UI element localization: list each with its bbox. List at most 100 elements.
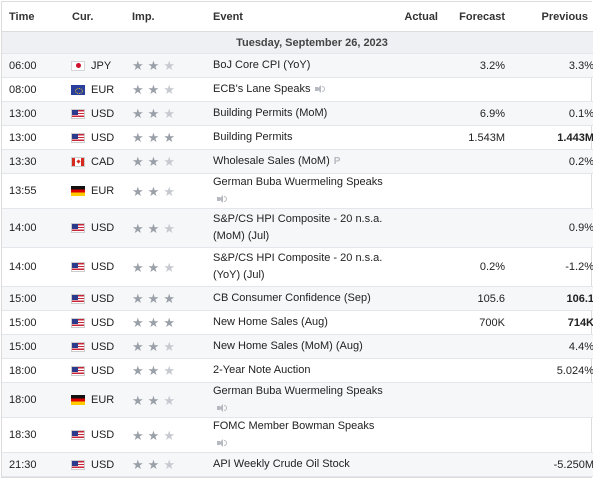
header-importance[interactable]: Imp.	[132, 2, 213, 32]
event-currency-cell: USD	[69, 125, 132, 150]
header-event[interactable]: Event	[213, 2, 387, 32]
event-name-cell[interactable]: Wholesale Sales (MoM) P	[213, 149, 387, 174]
event-importance: ★ ★ ★	[132, 452, 213, 477]
event-row[interactable]: 18:30 USD ★ ★ ★ FOMC Member Bowman Speaks	[2, 417, 593, 453]
importance-star-icon: ★	[132, 130, 144, 145]
event-name[interactable]: Wholesale Sales (MoM)	[213, 155, 330, 168]
event-row[interactable]: 21:30 USD ★ ★ ★ API Weekly Crude Oil Stock -5.…	[2, 452, 593, 477]
event-name[interactable]: 2-Year Note Auction	[213, 364, 311, 376]
header-time[interactable]: Time	[2, 2, 69, 32]
event-row[interactable]: 15:00 USD ★ ★ ★ New Home Sales (MoM) (Aug) 4.4…	[2, 334, 593, 359]
event-time: 15:00	[2, 334, 69, 359]
event-previous	[505, 77, 593, 102]
importance-star-icon: ★	[163, 154, 175, 169]
event-currency-cell: USD	[69, 452, 132, 477]
event-actual	[387, 334, 438, 359]
event-actual	[387, 417, 438, 453]
event-row[interactable]: 13:00 USD ★ ★ ★ Building Permits 1.543M 1.443M	[2, 125, 593, 150]
event-name[interactable]: German Buba Wuermeling Speaks	[213, 176, 383, 188]
event-name-cell[interactable]: Building Permits	[213, 125, 387, 150]
event-name[interactable]: ECB's Lane Speaks	[213, 83, 311, 95]
event-name[interactable]: BoJ Core CPI (YoY)	[213, 59, 311, 71]
event-actual	[387, 101, 438, 126]
importance-star-icon: ★	[147, 339, 160, 354]
event-forecast: 700K	[438, 310, 505, 335]
event-currency-cell: USD	[69, 286, 132, 311]
event-currency: EUR	[91, 83, 115, 96]
us-flag-icon	[71, 430, 85, 440]
event-row[interactable]: 14:00 USD ★ ★ ★ S&P/CS HPI Composite - 20 n.s…	[2, 208, 593, 248]
event-forecast: 105.6	[438, 286, 505, 311]
event-row[interactable]: 15:00 USD ★ ★ ★ New Home Sales (Aug) 700K 714K	[2, 310, 593, 335]
event-actual	[387, 358, 438, 383]
header-previous[interactable]: Previous	[505, 2, 593, 32]
event-name-cell[interactable]: S&P/CS HPI Composite - 20 n.s.a. (YoY) (…	[213, 247, 387, 287]
importance-star-icon: ★	[163, 291, 175, 306]
importance-star-icon: ★	[147, 130, 160, 145]
us-flag-icon	[71, 317, 85, 328]
event-name-cell[interactable]: CB Consumer Confidence (Sep)	[213, 286, 387, 311]
event-name[interactable]: S&P/CS HPI Composite - 20 n.s.a. (YoY) (…	[213, 252, 383, 281]
importance-star-icon: ★	[147, 363, 160, 378]
event-name-cell[interactable]: S&P/CS HPI Composite - 20 n.s.a. (MoM) (…	[213, 208, 387, 248]
event-name-cell[interactable]: BoJ Core CPI (YoY)	[213, 53, 387, 78]
event-name[interactable]: CB Consumer Confidence (Sep)	[213, 292, 371, 304]
event-row[interactable]: 18:00 EUR ★ ★ ★ German Buba Wuermeling Speaks	[2, 382, 593, 418]
event-name-cell[interactable]: 2-Year Note Auction	[213, 358, 387, 383]
event-name[interactable]: FOMC Member Bowman Speaks	[213, 420, 375, 432]
event-row[interactable]: 18:00 USD ★ ★ ★ 2-Year Note Auction 5.024%	[2, 358, 593, 383]
importance-star-icon: ★	[132, 259, 144, 275]
event-previous: 0.2%	[505, 149, 593, 174]
event-name[interactable]: S&P/CS HPI Composite - 20 n.s.a. (MoM) (…	[213, 213, 383, 242]
event-time: 14:00	[2, 247, 69, 287]
importance-star-icon: ★	[132, 363, 144, 378]
event-name[interactable]: German Buba Wuermeling Speaks	[213, 385, 383, 397]
event-name-cell[interactable]: FOMC Member Bowman Speaks	[213, 417, 387, 453]
header-forecast[interactable]: Forecast	[438, 2, 505, 32]
event-forecast: 1.543M	[438, 125, 505, 150]
event-forecast: 0.2%	[438, 247, 505, 287]
event-row[interactable]: 08:00 EUR ★ ★ ★ ECB's Lane Speaks	[2, 77, 593, 102]
event-name[interactable]: Building Permits	[213, 131, 293, 143]
event-name-cell[interactable]: German Buba Wuermeling Speaks	[213, 173, 387, 209]
event-time: 18:00	[2, 358, 69, 383]
importance-star-icon: ★	[163, 457, 175, 472]
event-currency-cell: EUR	[69, 382, 132, 418]
header-actual[interactable]: Actual	[387, 2, 438, 32]
event-row[interactable]: 14:00 USD ★ ★ ★ S&P/CS HPI Composite - 20 n.s…	[2, 247, 593, 287]
event-name[interactable]: New Home Sales (Aug)	[213, 316, 328, 328]
event-time: 15:00	[2, 310, 69, 335]
event-previous	[505, 417, 593, 453]
event-name-cell[interactable]: New Home Sales (Aug)	[213, 310, 387, 335]
importance-star-icon: ★	[163, 106, 175, 121]
event-row[interactable]: 13:55 EUR ★ ★ ★ German Buba Wuermeling Speaks	[2, 173, 593, 209]
event-name[interactable]: API Weekly Crude Oil Stock	[213, 458, 350, 470]
event-name-cell[interactable]: API Weekly Crude Oil Stock	[213, 452, 387, 477]
event-name[interactable]: Building Permits (MoM)	[213, 107, 328, 119]
event-row[interactable]: 06:00 JPY ★ ★ ★ BoJ Core CPI (YoY) 3.2% 3.3%	[2, 53, 593, 78]
event-name-cell[interactable]: New Home Sales (MoM) (Aug)	[213, 334, 387, 359]
event-previous: -1.2%	[505, 247, 593, 287]
event-currency: USD	[91, 107, 115, 120]
event-name[interactable]: New Home Sales (MoM) (Aug)	[213, 340, 363, 352]
event-name-cell[interactable]: ECB's Lane Speaks	[213, 77, 387, 102]
event-row[interactable]: 13:00 USD ★ ★ ★ Building Permits (MoM) 6.9% 0.1…	[2, 101, 593, 126]
event-importance: ★ ★ ★	[132, 149, 213, 174]
event-currency-cell: USD	[69, 310, 132, 335]
event-currency-cell: USD	[69, 358, 132, 383]
event-currency: USD	[91, 292, 115, 305]
event-actual	[387, 452, 438, 477]
event-name-cell[interactable]: German Buba Wuermeling Speaks	[213, 382, 387, 418]
event-time: 13:30	[2, 149, 69, 174]
importance-star-icon: ★	[147, 82, 160, 97]
eu-flag-icon	[71, 84, 85, 95]
de-flag-icon	[71, 186, 85, 196]
event-row[interactable]: 15:00 USD ★ ★ ★ CB Consumer Confidence (Sep) 1…	[2, 286, 593, 311]
event-name-cell[interactable]: Building Permits (MoM)	[213, 101, 387, 126]
event-row[interactable]: 13:30 CAD ★ ★ ★ Wholesale Sales (MoM) P 0.2%	[2, 149, 593, 174]
event-importance: ★ ★ ★	[132, 286, 213, 311]
header-currency[interactable]: Cur.	[69, 2, 132, 32]
event-actual	[387, 286, 438, 311]
importance-star-icon: ★	[132, 427, 144, 443]
us-flag-icon	[71, 262, 85, 272]
